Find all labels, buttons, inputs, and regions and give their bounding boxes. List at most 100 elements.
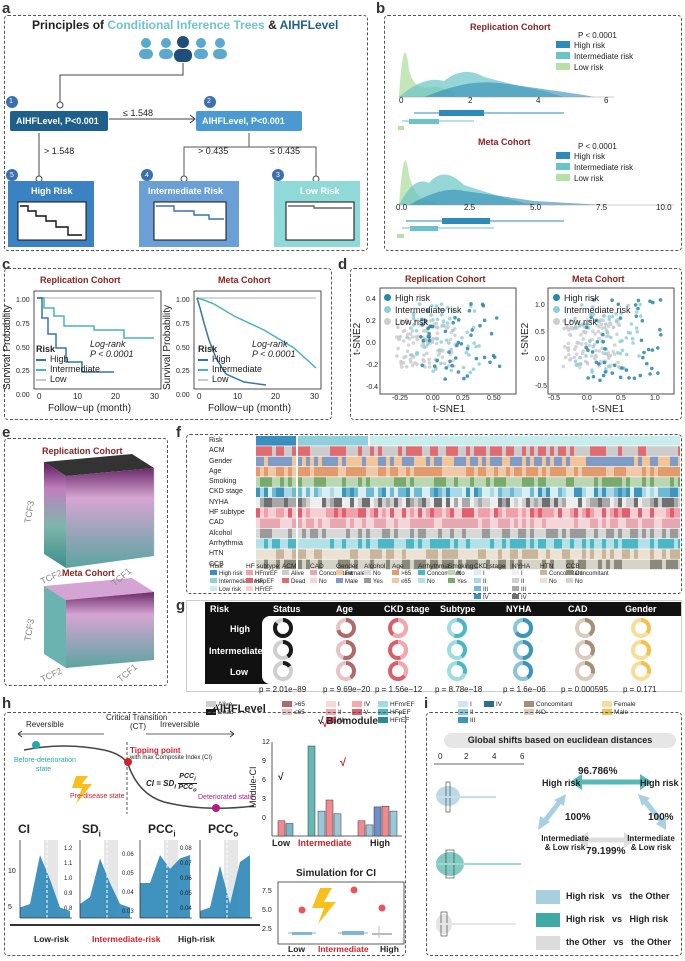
h-sd-ytick: 1.2 (64, 846, 73, 852)
heatmap-cell (514, 477, 518, 487)
c-risk-item: Intermediate (50, 364, 101, 374)
f-legend-text: Male (345, 579, 359, 585)
heatmap-cell (602, 456, 606, 467)
heatmap-cell (638, 477, 642, 487)
f-legend-title: ACM (282, 563, 297, 570)
heatmap-cell (470, 508, 474, 518)
heatmap-cell (394, 487, 398, 498)
d-ytick: 0.4 (366, 296, 376, 303)
heatmap-cell (522, 559, 526, 570)
heatmap-cell (272, 528, 276, 539)
h-state-high: High-risk (178, 934, 215, 944)
tsne-point (611, 325, 616, 330)
heatmap-cell (578, 487, 582, 498)
heatmap-cell (550, 539, 554, 549)
heatmap-cell (466, 518, 470, 528)
panel-e-frame (4, 438, 168, 686)
heatmap-cell (626, 549, 630, 559)
heatmap-cell (558, 497, 562, 508)
heatmap-cell (302, 477, 306, 487)
heatmap-cell (366, 539, 370, 549)
f-legend-swatch (448, 570, 455, 575)
h-reversible: Reversible (26, 720, 64, 729)
heatmap-cell (410, 528, 414, 539)
tsne-point (451, 320, 455, 325)
heatmap-cell (462, 539, 466, 549)
heatmap-cell (418, 508, 422, 518)
h-module-ytick: 9 (262, 758, 266, 765)
heatmap-cell (514, 456, 518, 467)
heatmap-cell (322, 518, 326, 528)
tsne-point (412, 323, 416, 327)
heatmap-cell (634, 456, 638, 467)
g-legend-text: III (338, 717, 344, 724)
h-sim-title: Simulation for CI (296, 868, 376, 879)
tsne-point (618, 316, 623, 320)
heatmap-cell (626, 446, 630, 456)
heatmap-cell (550, 446, 554, 456)
heatmap-cell (658, 497, 662, 508)
h-metric-sd-sub: i (98, 829, 101, 839)
title-prefix: Principles of (32, 18, 108, 32)
tsne-point (610, 298, 614, 302)
g-legend-swatch (602, 701, 612, 708)
heatmap-cell (280, 497, 284, 508)
heatmap-cell (538, 477, 542, 487)
heatmap-cell (622, 539, 626, 549)
c-left-title: Replication Cohort (40, 275, 121, 285)
heatmap-cell (350, 518, 354, 528)
tsne-point (430, 304, 434, 308)
heatmap-cell (390, 446, 394, 456)
f-legend-text: No (549, 579, 557, 585)
heatmap-cell (530, 466, 534, 477)
heatmap-cell (390, 528, 394, 539)
b-bottom-pvalue: P < 0.0001 (578, 142, 617, 151)
tsne-point (589, 315, 593, 320)
heatmap-cell (530, 528, 534, 539)
tsne-point (607, 315, 611, 319)
heatmap-cell (506, 446, 510, 456)
heatmap-cell (486, 508, 490, 518)
h-sd-ytick: 1.1 (64, 861, 73, 867)
heatmap-cell (670, 487, 674, 498)
c-left-legend: Risk High Intermediate Low (36, 344, 100, 384)
heatmap-cell (268, 487, 272, 498)
i-node-tr: High risk (640, 778, 679, 788)
heatmap-cell (260, 456, 264, 467)
heatmap-cell (482, 477, 486, 487)
module-bar (357, 820, 366, 837)
heatmap-cell (610, 466, 614, 477)
heatmap-cell (674, 487, 678, 498)
heatmap-cell (606, 497, 610, 508)
heatmap-cell (268, 559, 272, 570)
tsne-point (431, 369, 435, 373)
h-irreversible: Irreversible (160, 720, 200, 729)
panel-a-frame (4, 15, 368, 251)
tsne-point (630, 336, 635, 341)
f-legend-item: I (474, 570, 505, 578)
h-tipping: Tipping point (130, 746, 181, 755)
heatmap-cell (382, 497, 386, 508)
g-legend-item: I (326, 701, 340, 708)
tsne-point (568, 357, 573, 361)
heatmap-cell (306, 559, 310, 570)
h-before: Before-deterioration (14, 757, 76, 764)
heatmap-cell (454, 497, 458, 508)
heatmap-cell (490, 528, 494, 539)
heatmap-cell (338, 518, 342, 528)
heatmap-cell (314, 518, 318, 528)
heatmap-cell (346, 549, 350, 559)
heatmap-cell (422, 539, 426, 549)
heatmap-cell (276, 456, 280, 467)
g-legend-swatch (484, 701, 494, 708)
b-legend-item: High risk (574, 152, 606, 161)
g-legend-swatch (282, 701, 292, 708)
heatmap-cell (272, 477, 276, 487)
heatmap-cell (434, 466, 438, 477)
heatmap-cell (422, 446, 426, 456)
f-legend-swatch (210, 586, 217, 591)
heatmap-cell (542, 466, 546, 477)
heatmap-cell (318, 497, 322, 508)
heatmap-cell (322, 497, 326, 508)
heatmap-cell (646, 559, 650, 570)
